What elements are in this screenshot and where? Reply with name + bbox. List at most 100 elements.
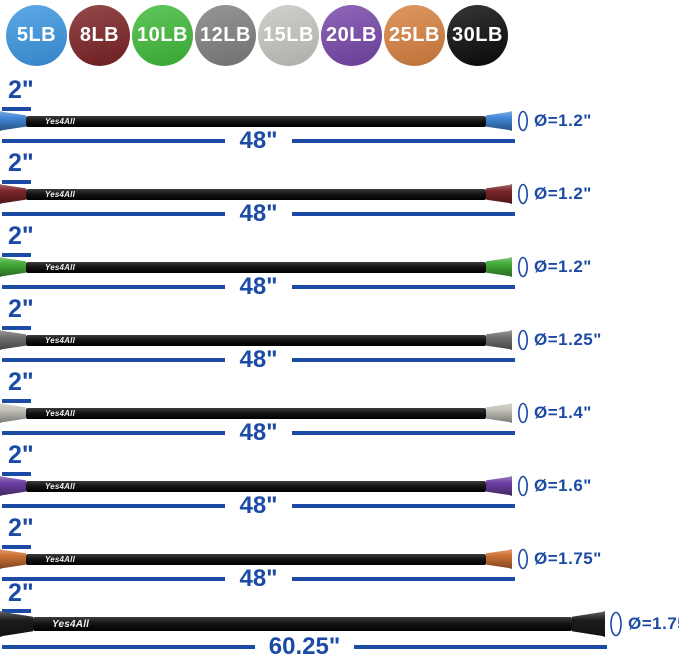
length-dimension-label: 60.25": [268, 633, 341, 654]
dimension-line-segment: [2, 645, 255, 649]
dimension-line-segment: [2, 358, 226, 362]
weight-badge-label: 12LB: [200, 23, 251, 46]
height-dimension-line: [2, 545, 31, 549]
weight-badge-8lb: 8LB: [69, 4, 130, 66]
bar-end-cap-right: [486, 111, 512, 131]
weight-badge-12lb: 12LB: [195, 4, 256, 66]
bar-shaft: Yes4All: [26, 553, 486, 565]
bar-shaft: Yes4All: [26, 407, 486, 419]
brand-logo: Yes4All: [45, 335, 76, 345]
diameter-label: Ø=1.25": [534, 330, 602, 349]
dimension-line-segment: [2, 431, 226, 435]
dimension-line-segment: [2, 504, 226, 508]
bar-end-cap-right: [486, 476, 512, 496]
weighted-bar: Yes4All: [0, 476, 512, 496]
weight-badge-label: 30LB: [452, 23, 503, 46]
bar-end-cap-left: [0, 330, 26, 350]
height-dimension-line: [2, 326, 31, 330]
weight-badge-label: 15LB: [263, 23, 314, 46]
weight-badge-10lb: 10LB: [132, 4, 193, 66]
diameter-ellipse-icon: [518, 548, 528, 570]
bar-section-8lb: 2" Yes4All 48" Ø=1.2": [0, 143, 679, 226]
height-dimension-line: [2, 399, 31, 403]
brand-logo: Yes4All: [45, 481, 76, 491]
diameter-annotation: Ø=1.75": [609, 611, 679, 637]
height-dimension-line: [2, 253, 31, 257]
bar-end-cap-right: [486, 184, 512, 204]
bar-end-cap-right: [486, 403, 512, 423]
weight-badge-label: 10LB: [137, 23, 188, 46]
bar-section-30lb: 2" Yes4All 60.25" Ø=1.75": [0, 581, 679, 654]
length-dimension: 48": [2, 200, 516, 227]
weighted-bar: Yes4All: [0, 257, 512, 277]
length-dimension-label: 48": [239, 200, 278, 227]
length-dimension-label: 48": [239, 346, 278, 373]
diameter-label: Ø=1.2": [534, 184, 592, 203]
length-dimension: 48": [2, 419, 516, 446]
bar-section-15lb: 2" Yes4All 48" Ø=1.4": [0, 362, 679, 445]
brand-logo: Yes4All: [45, 408, 76, 418]
diameter-annotation: Ø=1.25": [517, 329, 602, 351]
bar-end-cap-left: [0, 549, 26, 569]
brand-logo: Yes4All: [45, 116, 76, 126]
bar-end-cap-right: [486, 549, 512, 569]
diameter-annotation: Ø=1.75": [517, 548, 602, 570]
weighted-bar: Yes4All: [0, 330, 512, 350]
dimension-line-segment: [2, 285, 226, 289]
dimension-line-segment: [2, 139, 226, 143]
bar-section-10lb: 2" Yes4All 48" Ø=1.2": [0, 216, 679, 299]
length-dimension: 48": [2, 566, 516, 592]
length-dimension-label: 48": [239, 419, 278, 446]
weighted-bar: Yes4All: [0, 111, 512, 131]
dimension-line-segment: [2, 577, 226, 581]
diameter-annotation: Ø=1.2": [517, 110, 592, 132]
height-dimension-label: 2": [8, 222, 34, 250]
diameter-label: Ø=1.75": [628, 614, 679, 633]
brand-logo: Yes4All: [52, 619, 90, 630]
diameter-ellipse-icon: [518, 329, 528, 351]
diameter-annotation: Ø=1.2": [517, 183, 592, 205]
bar-section-25lb: 2" Yes4All 48" Ø=1.75": [0, 508, 679, 591]
diameter-ellipse-icon: [518, 183, 528, 205]
diameter-label: Ø=1.4": [534, 403, 592, 422]
bar-shaft: Yes4All: [33, 617, 572, 631]
height-dimension-label: 2": [8, 579, 34, 607]
height-dimension-line: [2, 180, 31, 184]
diameter-label: Ø=1.2": [534, 257, 592, 276]
bar-shaft: Yes4All: [26, 334, 486, 346]
bar-shaft: Yes4All: [26, 480, 486, 492]
brand-logo: Yes4All: [45, 554, 76, 564]
height-dimension-line: [2, 472, 31, 476]
length-dimension: 48": [2, 274, 516, 300]
height-dimension-label: 2": [8, 295, 34, 323]
weight-badge-30lb: 30LB: [447, 4, 508, 66]
brand-logo: Yes4All: [45, 262, 76, 272]
dimension-line-segment: [291, 577, 516, 581]
height-dimension-line: [2, 107, 31, 111]
height-dimension-label: 2": [8, 441, 34, 469]
bar-end-cap-left: [0, 403, 26, 423]
bar-shaft: Yes4All: [26, 115, 486, 127]
length-dimension: 48": [2, 493, 516, 519]
weight-badge-25lb: 25LB: [384, 4, 445, 66]
dimension-line-segment: [291, 431, 516, 435]
weighted-bar: Yes4All: [0, 611, 605, 637]
diameter-label: Ø=1.75": [534, 549, 602, 568]
height-dimension-label: 2": [8, 514, 34, 542]
brand-logo: Yes4All: [45, 189, 76, 199]
dimension-line-segment: [291, 285, 516, 289]
bar-shaft: Yes4All: [26, 261, 486, 273]
weighted-bar: Yes4All: [0, 403, 512, 423]
diameter-label: Ø=1.6": [534, 476, 592, 495]
height-dimension-label: 2": [8, 368, 34, 396]
bar-end-cap-right: [486, 257, 512, 277]
length-dimension-label: 48": [239, 127, 278, 154]
weight-badge-20lb: 20LB: [321, 4, 382, 66]
diameter-ellipse-icon: [518, 402, 528, 424]
height-dimension-line: [2, 609, 31, 613]
bar-end-cap-left: [0, 476, 26, 496]
bar-end-cap-left: [0, 257, 26, 277]
diameter-annotation: Ø=1.4": [517, 402, 592, 424]
bar-end-cap-right: [486, 330, 512, 350]
